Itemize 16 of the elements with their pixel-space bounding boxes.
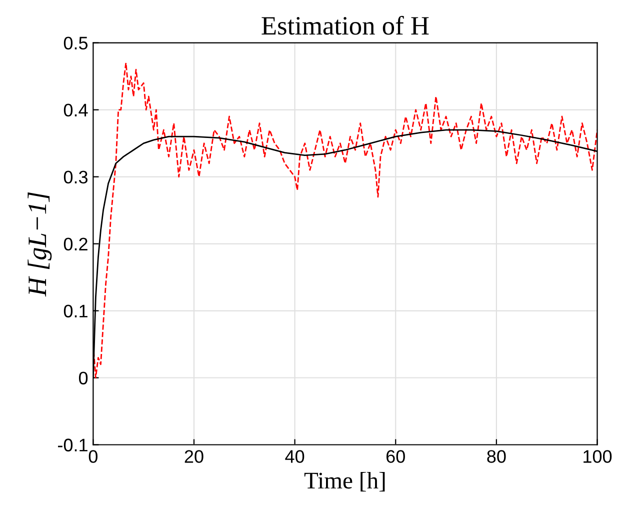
x-tick-label: 40 <box>285 450 304 463</box>
x-tick-label: 80 <box>487 450 506 463</box>
y-tick-label: 0.3 <box>64 170 88 184</box>
y-axis-title: H [gL−1] <box>28 192 52 297</box>
x-tick-label: 100 <box>584 450 612 463</box>
x-axis-title: Time [h] <box>304 472 385 492</box>
y-tick-label: 0 <box>78 372 88 384</box>
x-tick-label: 60 <box>386 450 405 463</box>
chart-title: Estimation of H <box>262 16 429 35</box>
y-tick-label: 0.2 <box>64 238 88 250</box>
x-tick-label: 20 <box>184 450 204 463</box>
y-tick-label: -0.1 <box>58 438 88 452</box>
y-tick-label: 0.1 <box>64 304 88 318</box>
y-tick-label: 0.4 <box>64 104 88 117</box>
x-tick-label: 0 <box>88 450 98 463</box>
y-tick-label: 0.5 <box>64 36 88 50</box>
